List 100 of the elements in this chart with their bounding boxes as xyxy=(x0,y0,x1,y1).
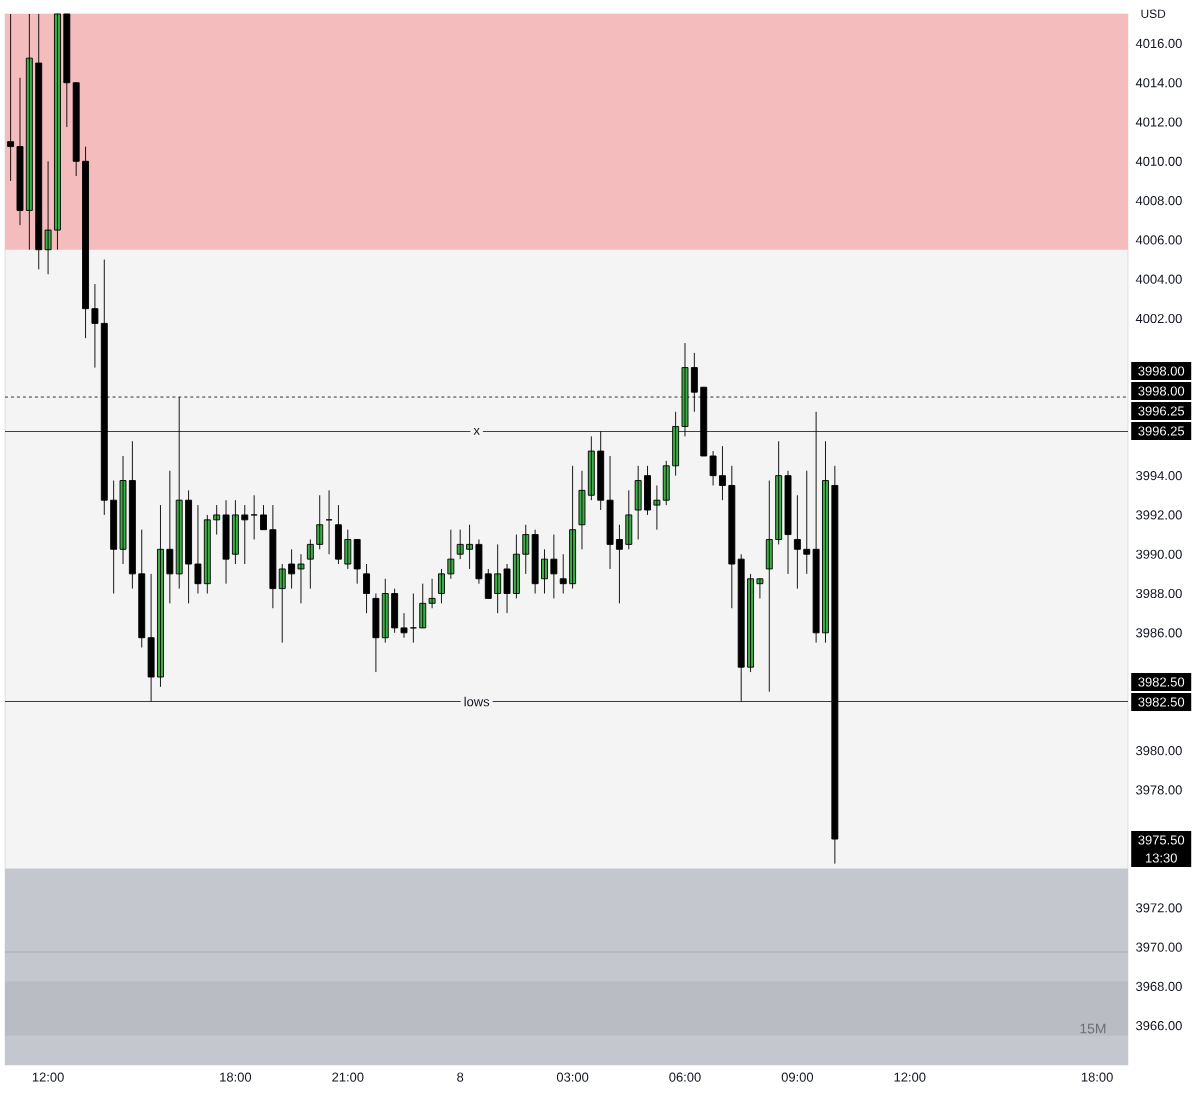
candlestick xyxy=(494,543,502,614)
y-tick-label: 4012.00 xyxy=(1135,117,1182,127)
candlestick xyxy=(756,578,764,599)
candlestick xyxy=(222,499,230,585)
candlestick xyxy=(316,494,324,550)
x-tick-label: 06:00 xyxy=(669,1072,701,1082)
candlestick xyxy=(250,494,258,540)
text: 3998.00 xyxy=(1138,386,1185,396)
candlestick xyxy=(438,568,445,604)
candlestick xyxy=(512,534,520,599)
candlestick xyxy=(793,494,801,590)
candlestick xyxy=(25,13,33,251)
y-tick-label: 4004.00 xyxy=(1135,274,1182,284)
text: 3975.50 xyxy=(1138,835,1185,845)
y-tick-label: 3972.00 xyxy=(1136,903,1182,913)
candlestick xyxy=(531,529,539,594)
candlestick xyxy=(334,504,342,565)
candlestick xyxy=(16,77,24,226)
candlestick xyxy=(128,440,136,590)
candlestick xyxy=(391,588,399,634)
candlestick xyxy=(475,539,483,585)
y-tick-label: 3990.00 xyxy=(1136,549,1182,559)
text: 3996.25 xyxy=(1138,426,1185,436)
x-tick-label: 09:00 xyxy=(781,1072,814,1082)
candlestick xyxy=(82,146,89,339)
ref-line-label: x xyxy=(473,428,480,435)
candlestick xyxy=(63,13,71,128)
candlestick xyxy=(550,534,558,599)
ref-line-label: lows xyxy=(464,696,490,707)
candlestick xyxy=(634,465,642,540)
text: 3998.00 xyxy=(1138,366,1185,376)
annotation: 15M xyxy=(1080,1023,1106,1034)
candlestick xyxy=(606,455,614,570)
candlestick xyxy=(719,445,726,501)
candlestick xyxy=(344,529,352,570)
candlestick xyxy=(784,470,792,575)
x-tick-label: 21:00 xyxy=(332,1072,364,1082)
x-tick-label: 18:00 xyxy=(1081,1072,1113,1082)
x-tick-label: 8 xyxy=(457,1072,464,1082)
candlestick xyxy=(278,563,286,644)
candlestick xyxy=(419,583,427,629)
candlestick xyxy=(803,470,811,575)
y-tick-label: 3988.00 xyxy=(1136,588,1182,599)
y-tick-label: 4016.00 xyxy=(1135,38,1182,49)
candlestick xyxy=(194,504,202,594)
candlestick xyxy=(775,440,783,545)
y-tick-label: 3966.00 xyxy=(1136,1021,1182,1031)
candlestick xyxy=(381,578,389,644)
candlestick xyxy=(765,480,773,693)
candlestick xyxy=(400,612,408,639)
text: 3982.50 xyxy=(1138,677,1185,687)
y-tick-label: 3992.00 xyxy=(1136,510,1182,520)
candlestick xyxy=(709,450,717,486)
text: 3982.50 xyxy=(1138,697,1185,707)
candlestick xyxy=(166,470,174,604)
candlestick xyxy=(260,504,267,531)
candlestick xyxy=(578,470,586,550)
candlestick xyxy=(363,563,370,614)
text: USD xyxy=(1141,9,1166,18)
candlestick xyxy=(822,440,829,644)
candlestick xyxy=(231,499,239,565)
candlestick xyxy=(484,568,492,599)
candlestick xyxy=(91,283,99,369)
candlestick xyxy=(353,539,361,585)
candlestick xyxy=(372,593,380,673)
y-tick-label: 3970.00 xyxy=(1136,942,1182,952)
candlestick xyxy=(213,504,221,536)
candlestick xyxy=(662,460,670,506)
text: 13:30 xyxy=(1145,853,1177,863)
candlestick xyxy=(456,529,464,560)
candlestick xyxy=(119,455,127,565)
y-tick-label: 4008.00 xyxy=(1135,196,1182,206)
y-tick-label: 4014.00 xyxy=(1135,78,1182,88)
y-tick-label: 3980.00 xyxy=(1136,746,1182,756)
candlestick xyxy=(44,160,52,275)
x-tick-label: 12:00 xyxy=(894,1072,926,1082)
candlestick xyxy=(110,480,118,594)
candlestick xyxy=(541,548,548,594)
candlestick xyxy=(587,435,595,501)
candlestick xyxy=(297,553,305,604)
candlestick xyxy=(7,13,15,182)
candlestick xyxy=(35,13,43,270)
candlestick xyxy=(625,489,633,550)
candlestick xyxy=(269,504,277,609)
candlestick xyxy=(653,485,661,531)
candlestick xyxy=(157,504,164,688)
candlestick xyxy=(241,504,249,565)
candlestick xyxy=(428,578,436,609)
candlestick xyxy=(569,465,577,590)
candlestick xyxy=(203,514,211,594)
candlestick xyxy=(409,593,417,644)
candlestick xyxy=(503,563,511,614)
candlestick xyxy=(185,489,193,604)
y-tick-label: 4006.00 xyxy=(1135,235,1182,245)
y-tick-label: 3994.00 xyxy=(1136,471,1182,481)
candlestick xyxy=(138,529,146,648)
candlestick xyxy=(728,465,736,609)
candlestick xyxy=(288,548,296,590)
candlestick xyxy=(747,573,754,673)
candlestick xyxy=(306,539,314,590)
